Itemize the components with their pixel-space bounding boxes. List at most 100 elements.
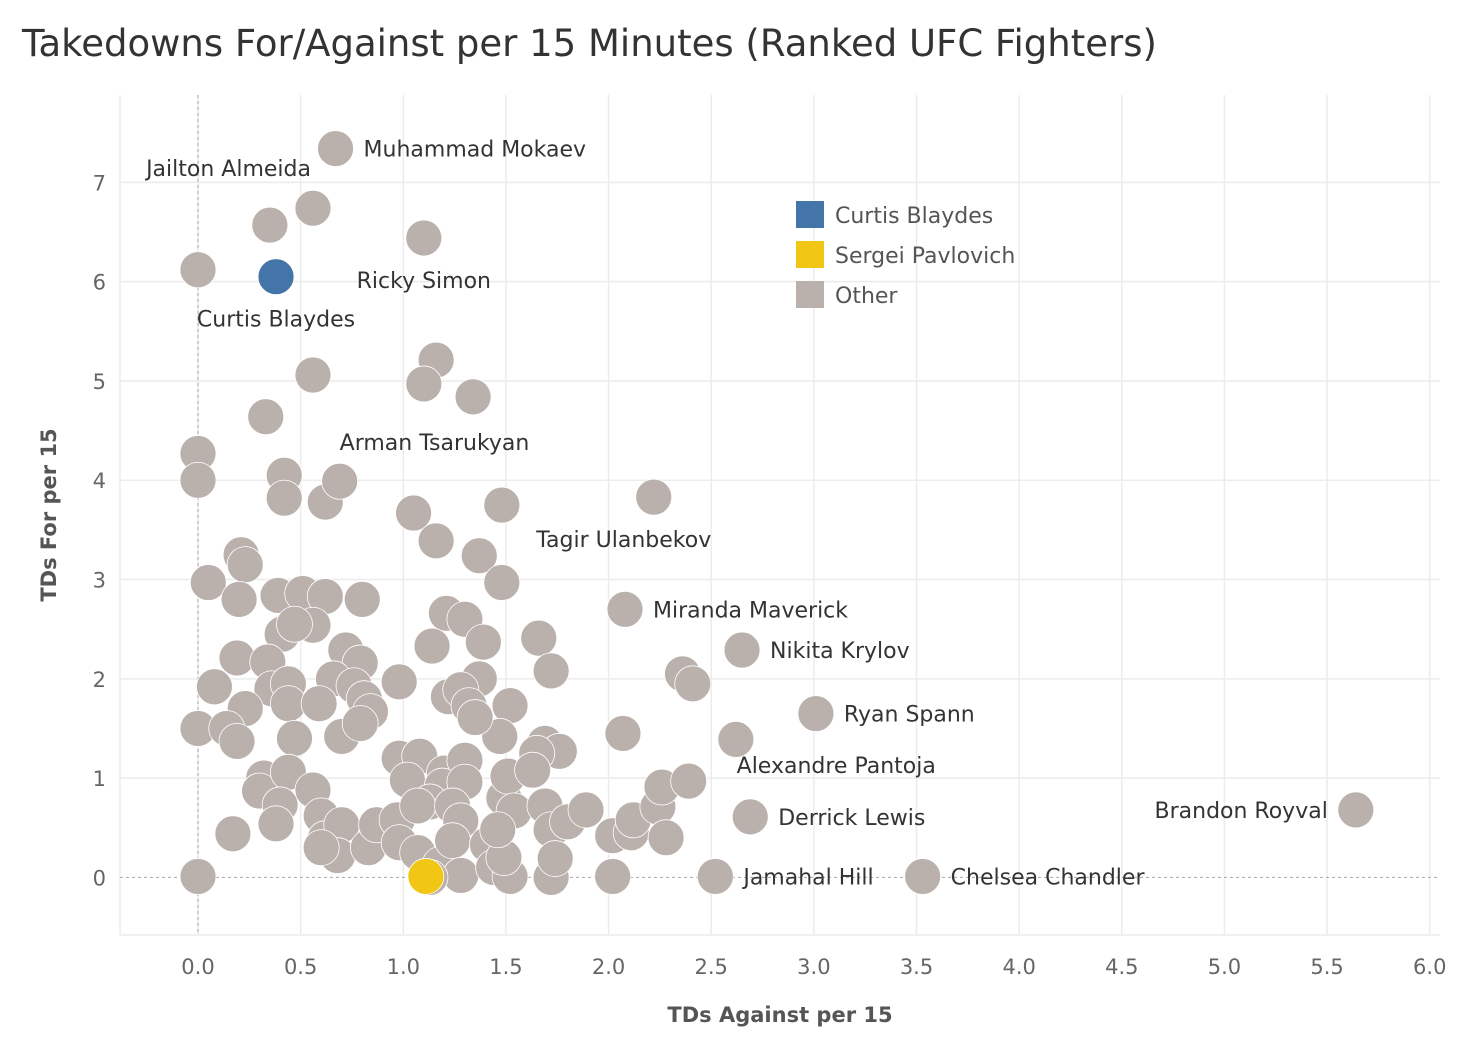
data-point [247,398,285,436]
point-label-tagir-ulanbekov: Tagir Ulanbekov [535,528,711,553]
legend: Curtis Blaydes Sergei Pavlovich Other [796,201,1015,309]
point-label-miranda-maverick: Miranda Maverick [653,598,848,623]
data-point [405,365,443,403]
x-tick-label: 5.5 [1310,955,1343,979]
data-point-arman-tsarukyan [321,462,359,500]
data-point [594,858,632,895]
legend-label: Curtis Blaydes [835,204,993,229]
x-tick-label: 4.0 [1002,955,1035,979]
y-tick-label: 2 [93,668,106,692]
data-point-nikita-krylov [723,631,761,669]
grid-layer [119,95,1440,936]
data-point [179,858,217,895]
chart-title: Takedowns For/Against per 15 Minutes (Ra… [22,22,1157,65]
data-point [343,580,381,618]
x-tick-label: 5.0 [1208,955,1241,979]
x-tick-label: 1.5 [489,955,522,979]
data-point [479,811,517,849]
data-point [276,720,313,757]
x-tick-label: 4.5 [1105,955,1138,979]
data-point-curtis-blaydes [257,258,295,296]
data-point [179,461,217,499]
legend-swatch-curtis-blaydes [796,201,824,228]
data-point-tagir-ulanbekov [635,478,673,516]
x-tick-label: 2.0 [592,955,625,979]
data-point [434,822,471,860]
data-point-derrick-lewis [731,798,769,836]
point-label-alexandre-pantoja: Alexandre Pantoja [737,754,936,779]
data-point [276,605,313,643]
data-point [536,840,574,877]
data-point [214,815,252,853]
data-point [413,627,451,665]
data-point-alexandre-pantoja [670,762,708,800]
y-tick-label: 1 [93,767,106,791]
point-label-jailton-almeida: Jailton Almeida [144,157,311,182]
data-point [395,494,432,532]
data-point [300,685,338,723]
y-tick-label: 4 [93,469,106,493]
data-point [514,751,552,789]
x-axis-title: TDs Against per 15 [667,1003,892,1027]
data-point-miranda-maverick [606,590,644,628]
data-point [483,486,521,524]
point-label-derrick-lewis: Derrick Lewis [778,806,925,831]
data-point [265,479,303,517]
point-layer [179,130,1375,896]
data-point [179,251,217,289]
data-point [456,699,494,736]
x-tick-label: 1.0 [387,955,420,979]
data-point [226,546,264,584]
data-point [460,537,498,575]
data-point-ricky-simon [405,219,443,257]
y-tick-label: 7 [93,171,106,195]
x-tick-label: 3.0 [797,955,830,979]
data-point-chelsea-chandler [904,858,942,895]
data-point [399,787,437,825]
data-point [257,805,295,843]
y-tick-label: 0 [93,866,106,890]
data-point [302,829,340,867]
data-point [341,705,379,742]
x-tick-label: 0.0 [181,955,214,979]
data-point [481,718,519,755]
point-label-muhammad-mokaev: Muhammad Mokaev [364,138,586,163]
data-point [218,639,256,677]
data-point [251,206,289,244]
data-point [717,720,755,758]
data-point [189,564,227,601]
data-point-sergei-pavlovich [407,858,445,895]
data-point [464,623,502,661]
data-point [294,356,332,394]
legend-label: Other [835,284,898,309]
point-label-brandon-royval: Brandon Royval [1155,799,1328,824]
y-tick-label: 5 [93,370,106,394]
data-point-muhammad-mokaev [317,130,354,168]
data-point-jailton-almeida [294,189,332,227]
point-label-jamahal-hill: Jamahal Hill [741,865,873,890]
data-point-brandon-royval [1337,791,1375,829]
point-label-curtis-blaydes: Curtis Blaydes [197,308,355,333]
point-label-ricky-simon: Ricky Simon [357,269,491,294]
axis-layer: 0.0 0.5 1.0 1.5 2.0 2.5 3.0 3.5 4.0 4.5 5.0 5.5 6.0 0… [37,171,1446,1027]
y-axis-title: TDs For per 15 [37,428,61,601]
data-point [454,378,492,416]
x-tick-label: 0.5 [284,955,317,979]
x-tick-label: 3.5 [900,955,933,979]
data-point [647,819,685,857]
data-point [218,722,256,760]
data-point [220,580,258,618]
label-layer: Muhammad Mokaev Jailton Almeida Ricky Simo… [144,138,1328,891]
data-point [520,619,558,657]
data-point [196,668,233,706]
data-point [483,564,521,601]
point-label-nikita-krylov: Nikita Krylov [770,639,910,664]
data-point-jamahal-hill [696,858,734,895]
point-label-ryan-spann: Ryan Spann [844,703,975,728]
data-point [417,522,455,560]
x-tick-label: 2.5 [695,955,728,979]
data-point [567,791,605,829]
data-point [674,665,712,703]
